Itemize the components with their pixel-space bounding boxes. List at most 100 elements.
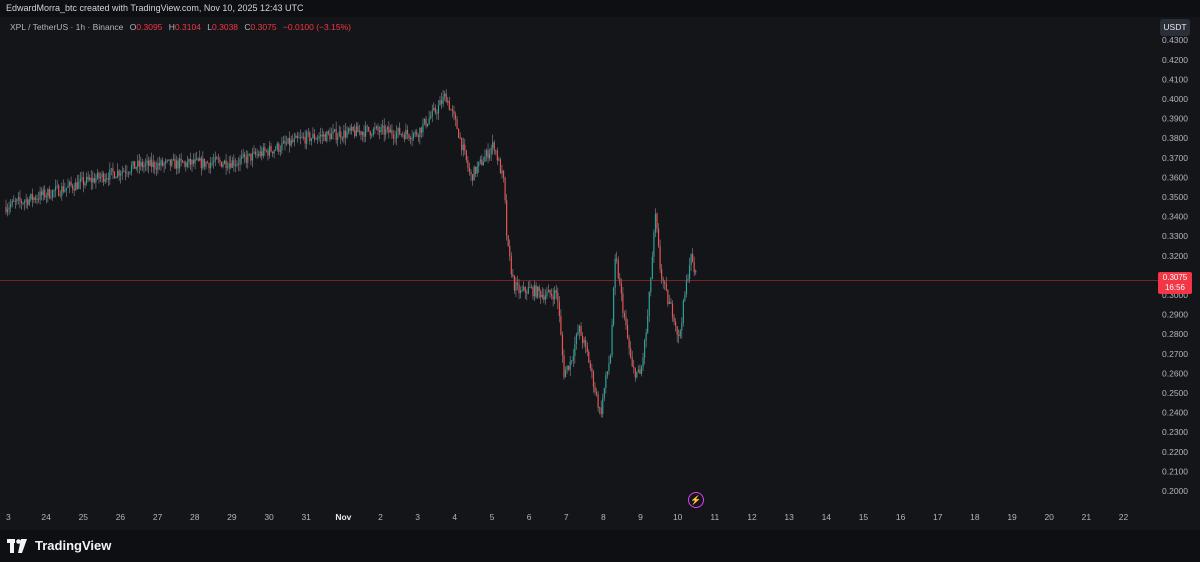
open-value: 0.3095 bbox=[136, 22, 163, 32]
candle-body bbox=[352, 126, 354, 131]
time-axis-label: 3 bbox=[6, 512, 11, 522]
candle-body bbox=[158, 163, 161, 166]
candle-body bbox=[504, 177, 506, 201]
candle-body bbox=[179, 158, 181, 169]
candle-body bbox=[526, 292, 528, 294]
candle-body bbox=[692, 253, 694, 263]
candle-body bbox=[175, 160, 178, 169]
candle-body bbox=[653, 232, 655, 257]
candle-body bbox=[72, 185, 74, 189]
candle-body bbox=[571, 360, 573, 362]
candle-body bbox=[347, 128, 350, 132]
candle-body bbox=[341, 138, 343, 140]
candle-body bbox=[388, 127, 390, 133]
attribution-bar: EdwardMorra_btc created with TradingView… bbox=[0, 0, 1200, 17]
candle-body bbox=[681, 323, 683, 331]
candle-body bbox=[476, 166, 478, 174]
candle-body bbox=[161, 160, 164, 166]
candle-body bbox=[512, 274, 514, 276]
candle-body bbox=[127, 172, 130, 174]
candle-body bbox=[211, 162, 213, 164]
candle-body bbox=[671, 303, 674, 317]
candle-body bbox=[163, 163, 165, 166]
candle-body bbox=[230, 163, 232, 168]
price-chart[interactable]: 0.4300 0.4200 0.4100 0.4000 0.3900 0.3800 0.37… bbox=[0, 17, 1200, 530]
candle-body bbox=[650, 278, 652, 292]
candle-body bbox=[389, 129, 391, 133]
candle-body bbox=[616, 258, 618, 261]
candle-body bbox=[330, 133, 333, 140]
candle-body bbox=[268, 146, 271, 156]
candle-body bbox=[41, 191, 43, 196]
candle-body bbox=[428, 118, 430, 124]
time-axis-label: 8 bbox=[601, 512, 606, 522]
candle-body bbox=[431, 109, 433, 117]
tradingview-logo[interactable]: TradingView bbox=[7, 538, 111, 553]
price-axis-label: 0.3500 bbox=[1162, 192, 1188, 202]
candle-body bbox=[278, 143, 280, 152]
time-axis-label: 20 bbox=[1044, 512, 1054, 522]
open-label: O bbox=[129, 22, 137, 32]
candle-body bbox=[140, 161, 142, 167]
candle-body bbox=[87, 176, 89, 180]
time-axis-label: 29 bbox=[227, 512, 237, 522]
candle-body bbox=[324, 134, 326, 141]
chart-area[interactable]: 0.4300 0.4200 0.4100 0.4000 0.3900 0.3800 0.37… bbox=[0, 17, 1200, 530]
time-axis-label: 10 bbox=[673, 512, 683, 522]
candle-body bbox=[397, 127, 399, 133]
candle-body bbox=[222, 164, 224, 167]
candle-body bbox=[481, 159, 483, 166]
candle-body bbox=[468, 167, 471, 172]
candle-body bbox=[248, 153, 250, 155]
candle-body bbox=[599, 407, 601, 409]
candle-body bbox=[471, 174, 474, 181]
candle-body bbox=[644, 340, 646, 358]
candle-body bbox=[200, 157, 202, 169]
candle-body bbox=[25, 199, 27, 202]
candle-body bbox=[340, 131, 342, 139]
ohlc-legend: XPL / TetherUS · 1h · Binance O0.3095 H0… bbox=[10, 22, 351, 32]
candle-body bbox=[458, 129, 460, 138]
candle-body bbox=[144, 163, 147, 166]
candle-body bbox=[205, 162, 207, 167]
candle-body bbox=[239, 158, 241, 165]
candle-body bbox=[459, 137, 461, 139]
candle-body bbox=[141, 161, 143, 168]
candle-body bbox=[386, 127, 388, 130]
candle-body bbox=[351, 126, 353, 131]
candle-body bbox=[482, 161, 484, 166]
candle-body bbox=[154, 162, 156, 169]
candle-body bbox=[606, 371, 608, 376]
candle-body bbox=[665, 283, 667, 291]
symbol-label[interactable]: XPL / TetherUS · 1h · Binance bbox=[10, 22, 124, 32]
candle-body bbox=[695, 270, 697, 273]
candle-body bbox=[399, 127, 401, 135]
price-axis-label: 0.2500 bbox=[1162, 388, 1188, 398]
candle-body bbox=[28, 199, 30, 205]
candle-body bbox=[303, 136, 305, 138]
candle-body bbox=[98, 172, 100, 179]
candle-body bbox=[628, 337, 630, 349]
candle-body bbox=[188, 158, 190, 163]
candle-body bbox=[189, 158, 192, 165]
candle-body bbox=[582, 335, 584, 343]
price-axis-label: 0.3800 bbox=[1162, 133, 1188, 143]
currency-button[interactable]: USDT bbox=[1160, 19, 1190, 36]
candle-body bbox=[104, 179, 106, 182]
candle-body bbox=[532, 287, 534, 297]
close-value: 0.3075 bbox=[250, 22, 277, 32]
candle-body bbox=[287, 138, 289, 144]
lightning-icon[interactable]: ⚡ bbox=[688, 492, 704, 508]
price-axis-label: 0.2200 bbox=[1162, 447, 1188, 457]
candle-body bbox=[690, 253, 692, 266]
candle-body bbox=[420, 127, 422, 133]
candle-body bbox=[298, 137, 300, 139]
candle-body bbox=[465, 150, 467, 161]
candle-body bbox=[182, 160, 184, 163]
candle-body bbox=[623, 312, 626, 318]
candle-body bbox=[321, 134, 323, 137]
candle-body bbox=[529, 287, 531, 288]
candle-body bbox=[185, 162, 187, 167]
candle-body bbox=[8, 207, 10, 210]
time-axis-label: 17 bbox=[933, 512, 943, 522]
